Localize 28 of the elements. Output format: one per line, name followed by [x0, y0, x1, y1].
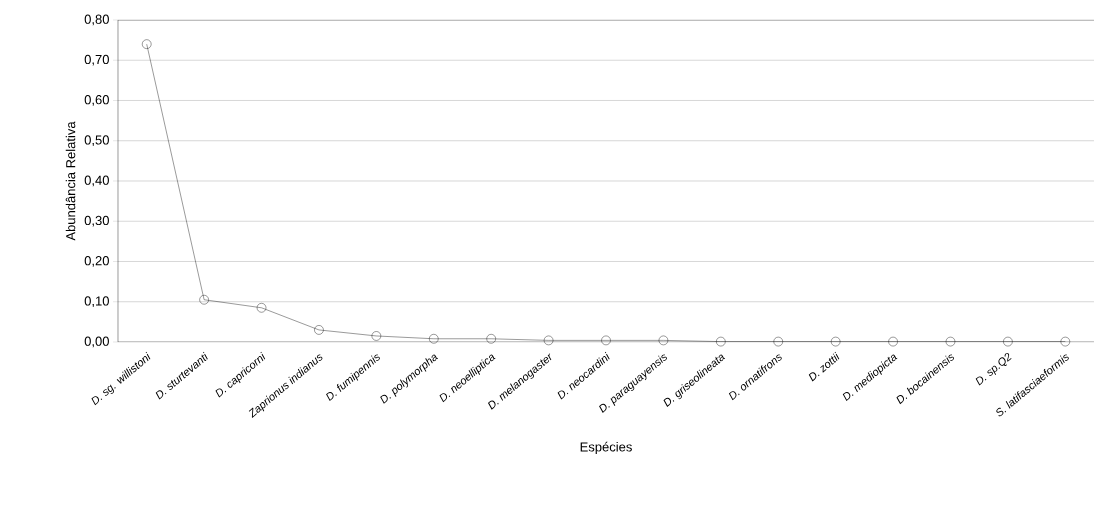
- y-tick-label: 0,40: [84, 175, 109, 187]
- point: [1060, 336, 1071, 347]
- y-axis-title: Abundância Relativa: [65, 121, 76, 241]
- point: [888, 336, 898, 347]
- point: [486, 334, 496, 344]
- point: [314, 325, 324, 335]
- y-tick-label: 0,10: [84, 296, 109, 308]
- y-tick-label: 0,30: [84, 215, 109, 227]
- point: [371, 331, 382, 341]
- point: [142, 39, 152, 49]
- point: [429, 334, 439, 344]
- y-tick-label: 0,20: [84, 256, 109, 267]
- y-tick-label: 0,80: [84, 14, 109, 26]
- y-tick-label: 0,60: [84, 95, 109, 106]
- y-tick-label: 0,70: [84, 54, 109, 66]
- point: [543, 335, 554, 346]
- point: [601, 335, 611, 346]
- point: [773, 336, 783, 347]
- x-axis-title: Espécies: [580, 441, 632, 455]
- point: [199, 295, 209, 305]
- point: [945, 336, 956, 347]
- y-tick-label: 0,00: [84, 336, 109, 348]
- point: [830, 336, 841, 347]
- point: [256, 303, 267, 313]
- y-tick-label: 0,50: [84, 135, 109, 147]
- point: [658, 335, 669, 346]
- point: [716, 336, 726, 347]
- point: [1003, 336, 1013, 347]
